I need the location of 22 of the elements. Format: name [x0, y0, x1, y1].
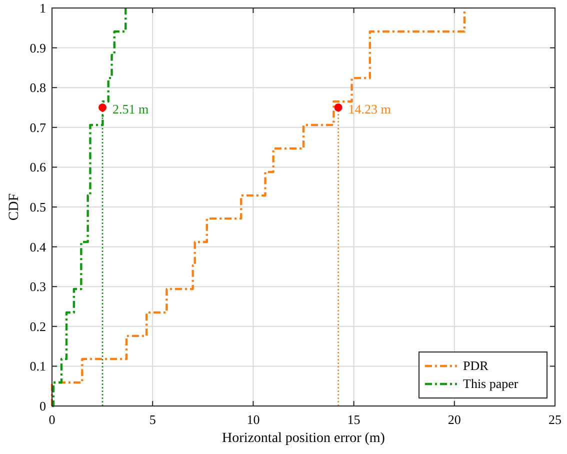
y-axis-title: CDF [7, 193, 22, 221]
y-tick-label: 0.9 [30, 40, 46, 56]
x-tick-label: 5 [149, 412, 156, 427]
x-tick-label: 15 [347, 412, 360, 427]
y-tick-label: 0.2 [30, 318, 46, 334]
y-tick-label: 0.5 [30, 200, 46, 214]
y-tick-label: 1 [40, 0, 46, 16]
y-tick-label: 0.4 [30, 239, 46, 254]
legend-label: This paper [463, 376, 519, 391]
y-tick-label: 0.6 [30, 160, 46, 175]
x-axis-title: Horizontal position error (m) [222, 431, 386, 446]
x-tick-label: 20 [448, 412, 461, 427]
x-tick-label: 25 [548, 412, 562, 427]
y-tick-label: 0.7 [30, 120, 46, 135]
legend-label: PDR [463, 358, 489, 373]
annotation: 2.51 m [112, 102, 149, 116]
y-tick-label: 0 [40, 398, 46, 414]
y-tick-label: 0.3 [30, 279, 46, 294]
y-tick-label: 0.8 [30, 80, 46, 96]
x-tick-label: 10 [246, 412, 260, 427]
annotation: 14.23 m [348, 102, 391, 116]
y-tick-label: 0.1 [30, 358, 46, 374]
